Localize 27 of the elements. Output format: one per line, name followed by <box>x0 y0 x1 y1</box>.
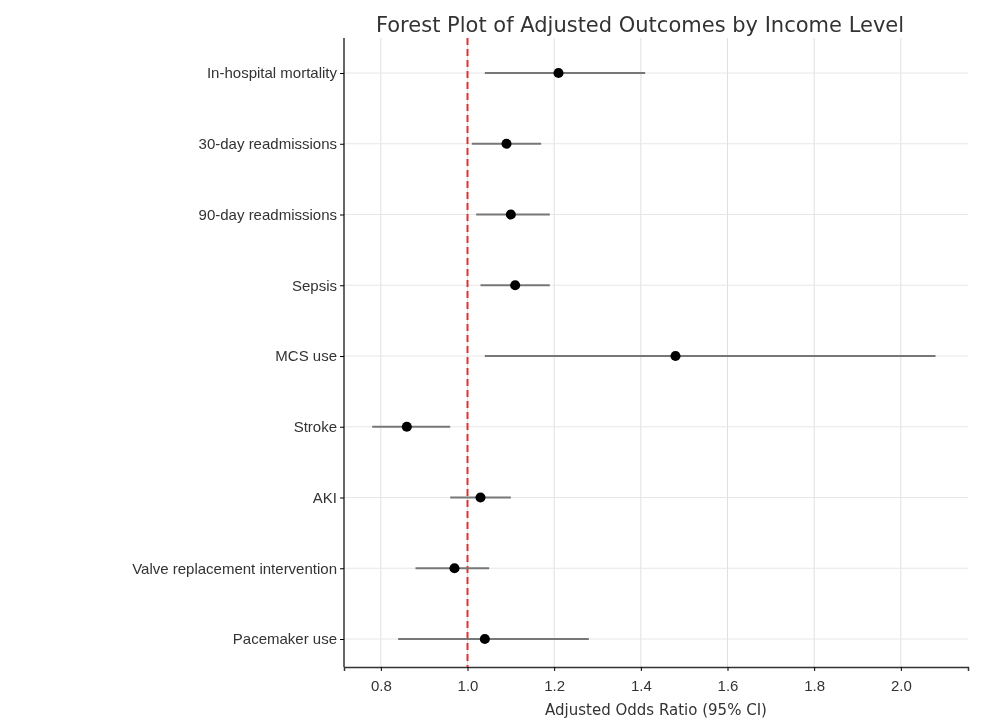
y-tick-label: Stroke <box>293 418 337 436</box>
chart-title: Forest Plot of Adjusted Outcomes by Income Level <box>375 13 905 37</box>
y-tick-label: 90-day readmissions <box>198 205 337 223</box>
y-tick-label: Sepsis <box>291 276 337 294</box>
point <box>475 492 486 503</box>
x-axis-title: Adjusted Odds Ratio (95% CI) <box>545 701 767 719</box>
x-tick-label: 1.8 <box>804 676 826 694</box>
point <box>449 563 460 574</box>
point <box>479 633 490 645</box>
point <box>505 209 516 220</box>
y-tick-label: 30-day readmissions <box>198 135 337 153</box>
point <box>670 350 681 362</box>
x-tick-label: 1.4 <box>630 676 652 694</box>
point <box>501 138 512 149</box>
x-tick-label: 0.8 <box>370 676 392 694</box>
y-tick-label: Pacemaker use <box>232 630 337 648</box>
point <box>553 67 564 79</box>
point <box>401 421 412 432</box>
x-tick-label: 1.6 <box>717 676 739 694</box>
x-tick-label: 1.0 <box>457 676 479 694</box>
point <box>510 280 521 291</box>
y-tick-label: Valve replacement intervention <box>132 559 337 577</box>
x-tick-label: 1.2 <box>544 676 566 694</box>
x-tick-label: 2.0 <box>890 676 912 694</box>
y-tick-label: MCS use <box>275 347 337 365</box>
y-tick-label: AKI <box>312 488 337 506</box>
y-tick-label: In-hospital mortality <box>206 64 338 82</box>
